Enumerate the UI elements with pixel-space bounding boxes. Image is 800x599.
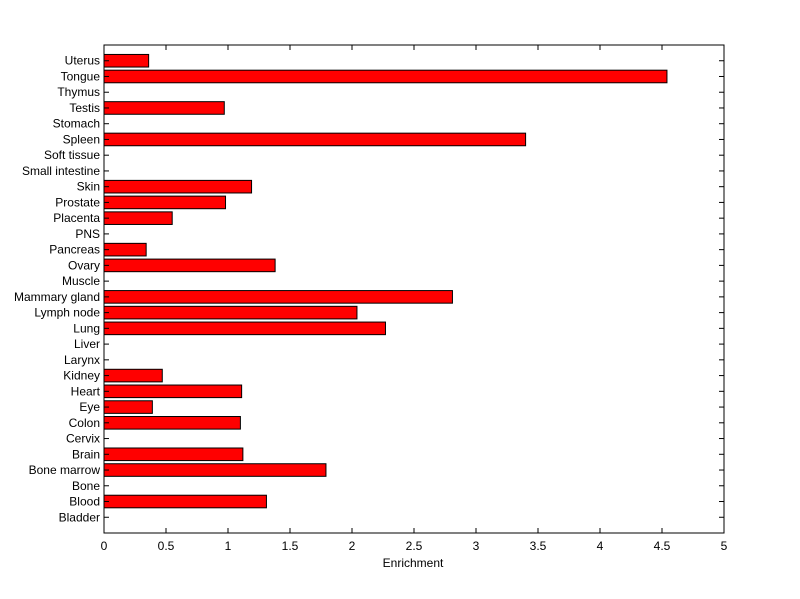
x-tick-label: 3.5 — [530, 539, 547, 553]
y-tick-label: Blood — [69, 495, 100, 509]
bar-ovary — [103, 258, 276, 273]
y-tick-label: Brain — [72, 447, 100, 461]
bar-blood — [103, 494, 267, 509]
x-tick-label: 3 — [473, 539, 480, 553]
y-tick-label: Lung — [73, 321, 100, 335]
y-tick-label: Pancreas — [49, 243, 100, 257]
y-tick-label: Ovary — [68, 258, 100, 272]
y-tick-label: Eye — [79, 400, 100, 414]
x-tick-label: 1.5 — [282, 539, 299, 553]
y-tick-label: Heart — [71, 384, 101, 398]
y-tick-label: Placenta — [53, 211, 100, 225]
bar-testis — [103, 101, 225, 115]
y-tick-label: Tongue — [61, 69, 101, 83]
bar-lung — [103, 321, 386, 336]
bar-brain — [103, 447, 244, 462]
x-tick-label: 2.5 — [406, 539, 423, 553]
bar-heart — [103, 384, 243, 399]
bar-tongue — [103, 69, 668, 84]
y-tick-label: Larynx — [64, 353, 100, 367]
bar-pancreas — [103, 242, 147, 257]
y-tick-label: Mammary gland — [14, 290, 100, 304]
y-tick-label: Stomach — [53, 117, 100, 131]
bar-spleen — [103, 132, 527, 147]
y-tick-label: Small intestine — [22, 164, 100, 178]
x-tick-label: 4 — [597, 539, 604, 553]
y-tick-label: Bone marrow — [29, 463, 101, 477]
y-tick-label: Uterus — [65, 54, 100, 68]
x-axis-tick-labels: 0 0.5 1 1.5 2 2.5 3 3.5 4 4.5 5 — [101, 539, 728, 553]
x-tick-label: 4.5 — [654, 539, 671, 553]
bar-kidney — [103, 368, 163, 383]
y-tick-label: Kidney — [63, 369, 100, 383]
y-tick-label: Spleen — [63, 132, 100, 146]
bar-colon — [103, 416, 241, 430]
y-tick-label: Muscle — [62, 274, 100, 288]
bar-prostate — [103, 195, 227, 210]
bars — [103, 53, 668, 509]
y-tick-label: PNS — [75, 227, 100, 241]
y-tick-label: Skin — [77, 180, 100, 194]
x-axis-label: Enrichment — [383, 556, 444, 570]
y-tick-label: Soft tissue — [44, 148, 100, 162]
y-tick-label: Bladder — [59, 510, 100, 524]
y-tick-label: Lymph node — [34, 306, 100, 320]
bar-mammary-gland — [103, 290, 453, 304]
x-tick-label: 1 — [225, 539, 232, 553]
y-tick-label: Thymus — [57, 85, 100, 99]
axis-ticks — [103, 45, 725, 533]
bar-lymph-node — [103, 305, 358, 320]
x-tick-label: 5 — [721, 539, 728, 553]
x-tick-label: 0 — [101, 539, 108, 553]
y-tick-label: Liver — [74, 337, 100, 351]
x-tick-label: 0.5 — [158, 539, 175, 553]
bar-bone-marrow — [103, 463, 327, 477]
bar-eye — [103, 400, 153, 414]
x-tick-label: 2 — [349, 539, 356, 553]
y-tick-label: Prostate — [55, 195, 100, 209]
bar-placenta — [103, 211, 173, 225]
bar-skin — [103, 179, 253, 194]
y-tick-label: Bone — [72, 479, 100, 493]
y-tick-label: Cervix — [66, 432, 100, 446]
y-tick-label: Colon — [69, 416, 100, 430]
bar-uterus — [103, 53, 150, 68]
y-tick-label: Testis — [69, 101, 100, 115]
